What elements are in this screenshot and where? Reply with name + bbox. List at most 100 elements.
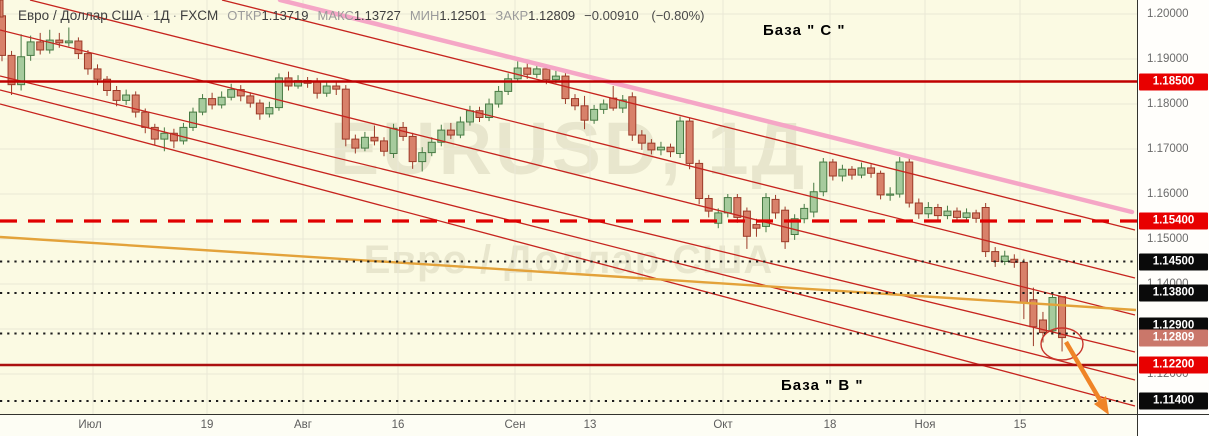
candle-body [494, 90, 503, 105]
candle-body [953, 210, 961, 218]
annotation-base-c[interactable]: База " С " [763, 22, 846, 39]
change-value: −0.00910 [584, 8, 639, 23]
candle-body [876, 172, 885, 196]
candle-body [408, 135, 417, 163]
chart-plot-area[interactable]: EURUSD, 1Д Евро / Доллар США Евро / Долл… [0, 0, 1137, 414]
price-level-badge: 1.18500 [1139, 73, 1208, 90]
candle-body [332, 85, 341, 90]
candle-body [714, 212, 723, 224]
candle-body [618, 99, 627, 109]
trendline-red[interactable] [0, 103, 1136, 407]
annotation-base-b[interactable]: База " В " [781, 377, 864, 394]
candle-body [198, 98, 207, 113]
candle-body [551, 75, 560, 81]
candle-body [933, 207, 942, 217]
candle-body [360, 136, 369, 149]
time-tick: Авг [294, 419, 312, 431]
candle-body [26, 41, 35, 56]
time-tick: 16 [391, 419, 405, 431]
partial-candle-artifact [0, 0, 4, 18]
candle-body [418, 152, 427, 163]
candle-body [236, 89, 245, 97]
candle-body [265, 107, 274, 115]
candle-body [819, 161, 828, 193]
candle-body [1038, 319, 1047, 334]
interval-label[interactable]: 1Д [152, 8, 170, 23]
candle-body [351, 138, 360, 149]
candle-body [771, 198, 780, 214]
candle-body [64, 40, 73, 44]
candle-body [112, 90, 121, 101]
trendline-red[interactable] [0, 29, 1136, 316]
time-tick: 15 [1013, 419, 1027, 431]
high-label: МАКС [317, 8, 354, 23]
time-tick: 13 [583, 419, 597, 431]
candle-body [36, 41, 45, 51]
candle-body [981, 207, 990, 253]
price-tick: 1.18000 [1147, 98, 1189, 110]
candle-body [179, 126, 188, 142]
candle-body [74, 40, 83, 55]
symbol-title[interactable]: Евро / Доллар США [18, 8, 143, 23]
highlight-circle[interactable] [1040, 327, 1084, 361]
exchange-label: FXCM [179, 8, 219, 23]
candle-body [17, 56, 26, 86]
candle-body [943, 210, 952, 217]
trendline-red[interactable] [29, 0, 1136, 279]
candle-body [571, 98, 579, 107]
candle-body [1000, 255, 1009, 263]
separator-dot: · [145, 8, 150, 23]
candle-body [217, 96, 226, 106]
time-tick: 19 [200, 419, 214, 431]
candle-body [656, 146, 665, 151]
candle-body [800, 207, 809, 220]
candle-body [857, 167, 866, 176]
candle-body [446, 129, 455, 136]
candle-body [341, 88, 350, 140]
candle-body [752, 224, 761, 229]
high-value: 1.13727 [353, 8, 401, 23]
axis-corner [1137, 414, 1209, 436]
candle-body [809, 191, 818, 213]
candle-body [255, 102, 264, 115]
candle-body [45, 39, 54, 51]
trendline-pink[interactable] [277, 0, 1135, 215]
candle-body [599, 103, 608, 110]
candle-body [0, 15, 6, 56]
candle-body [924, 207, 933, 215]
candle-body [666, 146, 675, 153]
price-level-badge: 1.11400 [1139, 392, 1208, 410]
candle-body [208, 98, 217, 106]
open-label: ОТКР [227, 8, 262, 23]
trendline-red[interactable] [221, 0, 1136, 231]
candle-body [55, 39, 64, 44]
candle-body [1010, 258, 1019, 263]
down-arrow-head[interactable] [1094, 396, 1109, 414]
price-level-badge: 1.15400 [1139, 212, 1208, 230]
candle-body [685, 120, 694, 164]
price-tick: 1.19000 [1147, 53, 1189, 65]
candle-body [972, 212, 981, 219]
candle-body [485, 103, 494, 118]
price-tick: 1.16000 [1147, 188, 1189, 200]
candlestick-canvas[interactable] [0, 0, 1137, 414]
candle-body [895, 161, 904, 195]
candle-body [131, 94, 140, 113]
candle-body [389, 127, 398, 155]
time-axis[interactable]: Июл 19 Авг 16 Сен 13 Окт 18 Ноя 15 [0, 414, 1137, 436]
candle-body [914, 202, 923, 215]
time-tick: Окт [713, 419, 733, 431]
down-arrow-shaft[interactable] [1064, 340, 1102, 402]
candle-body [628, 96, 637, 136]
trendline-red[interactable] [0, 89, 1136, 381]
candle-body [150, 126, 159, 140]
candle-body [695, 162, 704, 199]
candle-body [274, 77, 283, 109]
trendline-red[interactable] [0, 75, 1136, 353]
candle-body [886, 193, 895, 196]
candle-body [313, 81, 322, 94]
chart-legend[interactable]: Евро / Доллар США · 1Д · FXCM ОТКР1.13719 МАКС… [18, 8, 705, 23]
price-axis[interactable]: 1.20000 1.19000 1.18000 1.17000 1.16000 1.150… [1137, 0, 1209, 414]
candle-body [905, 161, 914, 204]
trendline-orange[interactable] [0, 235, 1137, 312]
